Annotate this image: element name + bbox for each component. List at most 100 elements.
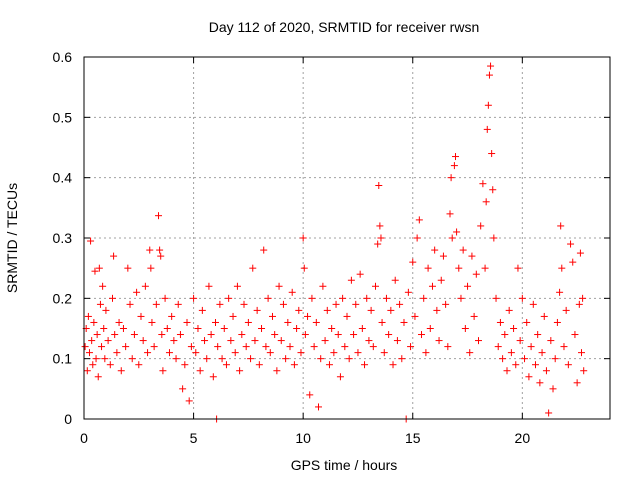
data-point: [275, 282, 283, 290]
data-point: [321, 337, 329, 345]
data-point: [222, 361, 230, 369]
data-point: [400, 318, 408, 326]
data-point: [579, 294, 587, 302]
y-tick-label: 0.2: [53, 290, 73, 306]
data-point: [457, 294, 465, 302]
data-points: [81, 62, 588, 423]
data-point: [567, 240, 575, 248]
data-point: [262, 343, 270, 351]
data-point: [141, 282, 149, 290]
data-point: [277, 337, 285, 345]
data-point: [488, 150, 496, 158]
data-point: [242, 343, 250, 351]
data-point: [225, 294, 233, 302]
x-tick-label: 15: [405, 430, 421, 446]
data-point: [387, 306, 395, 314]
chart-title: Day 112 of 2020, SRMTID for receiver rws…: [209, 19, 480, 35]
data-point: [343, 312, 351, 320]
data-point: [336, 373, 344, 381]
data-point: [332, 300, 340, 308]
data-point: [301, 331, 309, 339]
data-point: [196, 367, 204, 375]
data-point: [312, 318, 320, 326]
data-point: [284, 318, 292, 326]
y-axis-label: SRMTID / TECUs: [4, 183, 20, 293]
data-point: [354, 349, 362, 357]
data-point: [451, 153, 459, 161]
data-point: [158, 331, 166, 339]
data-point: [375, 182, 383, 190]
data-point: [492, 294, 500, 302]
data-point: [361, 361, 369, 369]
data-point: [104, 337, 112, 345]
data-point: [258, 325, 266, 332]
data-point: [534, 331, 542, 339]
data-point: [325, 361, 333, 369]
data-point: [547, 337, 555, 345]
data-point: [553, 318, 561, 326]
data-point: [133, 288, 141, 296]
data-point: [157, 252, 165, 260]
data-point: [505, 306, 513, 314]
data-point: [238, 331, 246, 339]
data-point: [518, 294, 526, 302]
data-point: [156, 246, 164, 254]
data-point: [317, 355, 325, 363]
data-point: [424, 264, 432, 272]
data-point: [159, 367, 167, 375]
data-point: [119, 325, 127, 332]
data-point: [347, 276, 355, 284]
data-point: [244, 318, 252, 326]
data-point: [557, 222, 565, 230]
data-point: [420, 294, 428, 302]
data-point: [152, 300, 160, 308]
data-point: [87, 237, 95, 245]
data-point: [496, 318, 504, 326]
data-point: [146, 246, 154, 254]
data-point: [481, 264, 489, 272]
data-point: [489, 186, 497, 194]
data-point: [165, 349, 173, 357]
data-point: [442, 300, 450, 308]
data-point: [290, 361, 298, 369]
data-point: [183, 318, 191, 326]
data-point: [286, 343, 294, 351]
data-point: [571, 331, 579, 339]
data-point: [380, 349, 388, 357]
data-point: [306, 391, 314, 399]
data-point: [356, 270, 364, 278]
data-point: [426, 325, 434, 332]
data-point: [334, 331, 342, 339]
data-point: [101, 355, 109, 363]
y-tick-label: 0.3: [53, 230, 73, 246]
data-point: [148, 318, 156, 326]
data-point: [371, 282, 379, 290]
data-point: [266, 349, 274, 357]
y-tick-label: 0.5: [53, 109, 73, 125]
data-point: [461, 325, 469, 332]
data-point: [339, 294, 347, 302]
data-point: [201, 337, 209, 345]
data-point: [93, 331, 101, 339]
data-point: [168, 312, 176, 320]
data-point: [83, 367, 91, 375]
data-point: [510, 325, 518, 332]
data-point: [377, 234, 385, 242]
data-point: [100, 325, 108, 332]
axis-ticks: 0 0.1 0.2 0.3 0.4 0.5 0.6 0 5 10 15 20: [53, 49, 610, 446]
data-point: [98, 343, 106, 351]
data-point: [484, 101, 492, 109]
data-point: [447, 174, 455, 182]
data-point: [128, 355, 136, 363]
data-point: [499, 355, 507, 363]
data-point: [472, 270, 480, 278]
x-tick-label: 0: [80, 430, 88, 446]
data-point: [95, 264, 103, 272]
data-point: [218, 355, 226, 363]
data-point: [507, 349, 515, 357]
data-point: [576, 249, 584, 257]
data-point: [503, 367, 511, 375]
data-point: [209, 373, 217, 381]
data-point: [431, 246, 439, 254]
data-point: [538, 349, 546, 357]
